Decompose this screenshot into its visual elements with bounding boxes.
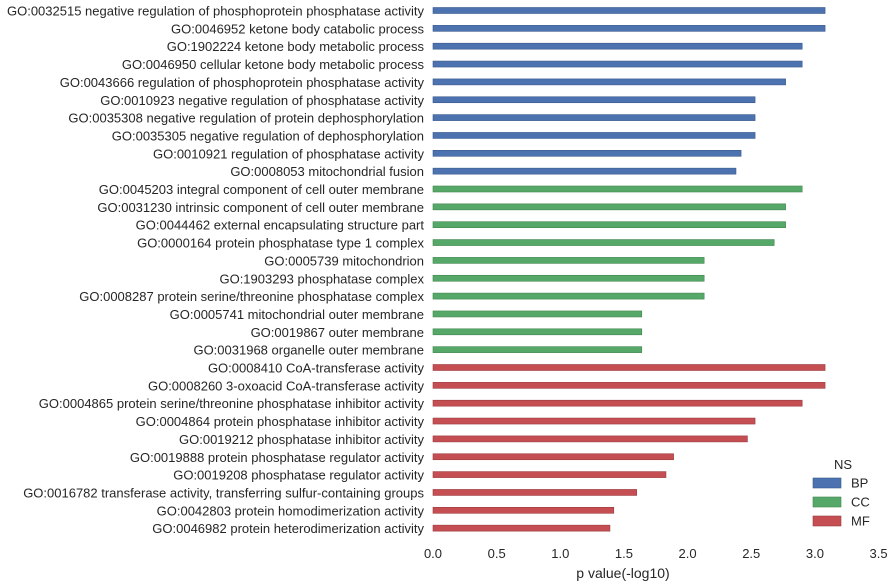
category-label: GO:0008260 3-oxoacid CoA-transferase act… [148,378,425,393]
legend-label-cc: CC [851,495,870,510]
bar-bp [432,78,786,86]
x-tick-label: 0.0 [424,546,442,561]
bar-cc [432,310,643,318]
category-label: GO:1902224 ketone body metabolic process [167,39,425,54]
bar-cc [432,185,803,193]
category-label: GO:0035305 negative regulation of dephos… [112,128,424,143]
legend: NS BP CC MF [812,457,870,529]
legend-swatch-cc [812,496,842,508]
bar-cc [432,203,786,211]
x-tick-label: 1.5 [615,546,633,561]
bar-mf [432,471,667,478]
bar-mf [432,453,674,461]
bar-bp [432,167,737,175]
category-label: GO:0005739 mitochondrion [264,253,424,268]
category-label: GO:0004865 protein serine/threonine phos… [39,396,425,411]
bar-cc [432,274,705,282]
bar-mf [432,489,637,496]
bars-layer [432,7,826,532]
bar-mf [432,364,826,371]
category-label: GO:0031230 intrinsic component of cell o… [97,200,424,215]
bar-bp [432,25,826,32]
category-label: GO:0019208 phosphatase regulator activit… [173,468,424,483]
category-label: GO:0000164 protein phosphatase type 1 co… [137,236,424,251]
bar-mf [432,399,803,407]
bar-cc [432,328,643,336]
x-tick-label: 3.0 [806,546,824,561]
legend-title: NS [834,457,852,472]
category-labels-layer: GO:0032515 negative regulation of phosph… [7,4,425,537]
bar-bp [432,150,742,157]
bar-cc [432,221,786,228]
category-label: GO:0010921 regulation of phosphatase act… [153,146,425,161]
category-label: GO:0019888 protein phosphatase regulator… [130,450,425,465]
bar-mf [432,382,826,389]
bar-bp [432,60,803,68]
category-label: GO:0043666 regulation of phosphoprotein … [60,75,425,90]
category-label: GO:0046950 cellular ketone body metaboli… [122,57,425,72]
x-tick-label: 1.0 [551,546,569,561]
category-label: GO:0008287 protein serine/threonine phos… [79,289,424,304]
category-label: GO:0016782 transferase activity, transfe… [23,485,424,500]
bar-cc [432,346,643,353]
category-label: GO:0032515 negative regulation of phosph… [7,4,425,19]
bar-cc [432,239,775,246]
x-tick-label: 3.5 [870,546,888,561]
x-axis-label: p value(-log10) [576,565,669,581]
bar-mf [432,435,748,443]
category-label: GO:0010923 negative regulation of phosph… [100,93,424,108]
bar-bp [432,114,756,121]
legend-label-mf: MF [851,514,870,529]
bar-cc [432,257,705,264]
legend-label-bp: BP [851,476,868,491]
x-tick-label: 2.0 [679,546,697,561]
category-label: GO:0019212 phosphatase inhibitor activit… [179,432,424,447]
category-label: GO:0019867 outer membrane [251,325,424,340]
category-label: GO:0005741 mitochondrial outer membrane [170,307,424,322]
bar-bp [432,96,756,104]
legend-swatch-mf [812,515,842,527]
bar-cc [432,292,705,300]
x-tick-label: 2.5 [742,546,760,561]
category-label: GO:0042803 protein homodimerization acti… [157,503,425,518]
category-label: GO:0004864 protein phosphatase inhibitor… [136,414,425,429]
category-label: GO:0035308 negative regulation of protei… [68,111,424,126]
category-label: GO:0044462 external encapsulating struct… [136,218,425,233]
bar-mf [432,524,611,532]
category-label: GO:0046982 protein heterodimerization ac… [152,521,424,536]
bar-bp [432,42,803,50]
category-label: GO:1903293 phosphatase complex [219,271,424,286]
legend-swatch-bp [812,477,842,489]
category-label: GO:0046952 ketone body catabolic process [171,21,424,36]
x-tick-label: 0.5 [488,546,506,561]
bar-mf [432,506,615,514]
bar-bp [432,7,826,14]
bar-bp [432,132,756,139]
category-label: GO:0031968 organelle outer membrane [193,343,424,358]
category-label: GO:0045203 integral component of cell ou… [99,182,424,197]
category-label: GO:0008410 CoA-transferase activity [208,361,425,376]
bar-mf [432,417,756,425]
x-axis: 0.0 0.5 1.0 1.5 2.0 2.5 3.0 3.5 [424,546,888,561]
category-label: GO:0008053 mitochondrial fusion [230,164,424,179]
